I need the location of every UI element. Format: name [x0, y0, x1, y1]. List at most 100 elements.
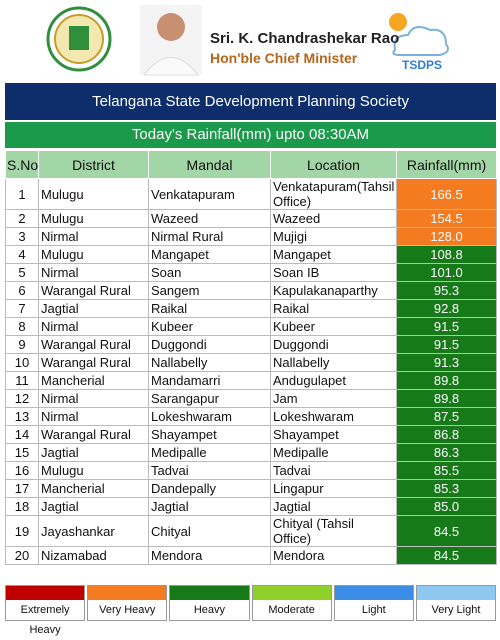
table-cell: 16 — [5, 461, 39, 480]
table-cell: Sangem — [148, 281, 271, 300]
table-cell: Duggondi — [270, 335, 397, 354]
table-cell: 101.0 — [396, 263, 497, 282]
cloud-icon — [392, 25, 449, 56]
legend-swatch — [6, 586, 85, 600]
table-cell: 166.5 — [396, 178, 497, 210]
portrait-face — [157, 13, 185, 41]
table-row: 6 Warangal Rural Sangem Kapulakanaparthy 95.… — [5, 281, 497, 300]
table-cell: 13 — [5, 407, 39, 426]
table-cell: 89.8 — [396, 389, 497, 408]
table-cell: Nirmal — [38, 389, 149, 408]
table-cell: 7 — [5, 299, 39, 318]
table-cell: Jagtial — [270, 497, 397, 516]
table-cell: 95.3 — [396, 281, 497, 300]
table-cell: Kapulakanaparthy — [270, 281, 397, 300]
table-cell: 86.3 — [396, 443, 497, 462]
table-cell: Lingapur — [270, 479, 397, 498]
table-cell: 14 — [5, 425, 39, 444]
table-row: 13 Nirmal Lokeshwaram Lokeshwaram 87.5 — [5, 407, 497, 426]
table-cell: Medipalle — [148, 443, 271, 462]
table-row: 11 Mancherial Mandamarri Andugulapet 89.8 — [5, 371, 497, 390]
legend-label: Extremely Heavy — [6, 600, 85, 636]
table-cell: 91.5 — [396, 317, 497, 336]
table-cell: Medipalle — [270, 443, 397, 462]
table-row: 10 Warangal Rural Nallabelly Nallabelly 91.3 — [5, 353, 497, 372]
table-cell: Jagtial — [148, 497, 271, 516]
table-row: 3 Nirmal Nirmal Rural Mujigi 128.0 — [5, 227, 497, 246]
legend-swatch — [416, 586, 496, 600]
table-cell: Wazeed — [148, 209, 271, 228]
table-cell: Duggondi — [148, 335, 271, 354]
cm-designation: Hon'ble Chief Minister — [210, 50, 358, 66]
legend-item: Moderate — [251, 585, 332, 621]
brand: TSDPS — [402, 58, 443, 72]
table-cell: 128.0 — [396, 227, 497, 246]
table-cell: Mulugu — [38, 245, 149, 264]
portrait-body — [142, 57, 200, 76]
table-row: 14 Warangal Rural Shayampet Shayampet 86.8 — [5, 425, 497, 444]
table-cell: Kubeer — [270, 317, 397, 336]
table-row: 8 Nirmal Kubeer Kubeer 91.5 — [5, 317, 497, 336]
legend: Extremely Heavy Very Heavy Heavy Moderate Li… — [5, 585, 497, 636]
column-header: Rainfall(mm) — [396, 150, 497, 179]
table-cell: Venkatapuram — [148, 178, 271, 210]
subtitle-banner: Today's Rainfall(mm) upto 08:30AM — [5, 122, 496, 148]
table-row: 7 Jagtial Raikal Raikal 92.8 — [5, 299, 497, 318]
table-cell: 108.8 — [396, 245, 497, 264]
table-row: 2 Mulugu Wazeed Wazeed 154.5 — [5, 209, 497, 228]
table-cell: Shayampet — [270, 425, 397, 444]
sun-icon — [389, 13, 407, 31]
table-cell: 12 — [5, 389, 39, 408]
table-cell: Mangapet — [148, 245, 271, 264]
organization-banner: Telangana State Development Planning Soc… — [5, 83, 496, 120]
table-row: 20 Nizamabad Mendora Mendora 84.5 — [5, 546, 497, 565]
table-cell: 19 — [5, 515, 39, 547]
table-cell: Warangal Rural — [38, 353, 149, 372]
table-cell: 5 — [5, 263, 39, 282]
cm-name: Sri. K. Chandrashekar Rao — [210, 30, 400, 47]
table-cell: Tadvai — [270, 461, 397, 480]
table-cell: Wazeed — [270, 209, 397, 228]
table-cell: 84.5 — [396, 515, 497, 547]
table-row: 18 Jagtial Jagtial Jagtial 85.0 — [5, 497, 497, 516]
legend-label: Very Light — [416, 600, 496, 620]
table-cell: 15 — [5, 443, 39, 462]
table-row: 9 Warangal Rural Duggondi Duggondi 91.5 — [5, 335, 497, 354]
table-cell: Soan IB — [270, 263, 397, 282]
table-cell: Warangal Rural — [38, 281, 149, 300]
table-cell: 8 — [5, 317, 39, 336]
legend-label: Light — [334, 600, 413, 620]
table-row: 4 Mulugu Mangapet Mangapet 108.8 — [5, 245, 497, 264]
table-cell: Dandepally — [148, 479, 271, 498]
table-cell: 17 — [5, 479, 39, 498]
table-cell: Sarangapur — [148, 389, 271, 408]
table-cell: 4 — [5, 245, 39, 264]
table-cell: 3 — [5, 227, 39, 246]
column-header: S.No — [5, 150, 39, 179]
table-cell: Mancherial — [38, 371, 149, 390]
table-cell: Nirmal — [38, 263, 149, 282]
table-cell: 87.5 — [396, 407, 497, 426]
table-cell: 6 — [5, 281, 39, 300]
table-row: 19 Jayashankar Chityal Chityal (Tahsil Offi… — [5, 515, 497, 547]
legend-item: Extremely Heavy — [5, 585, 86, 636]
table-cell: Jam — [270, 389, 397, 408]
column-header: Mandal — [148, 150, 271, 179]
table-row: 16 Mulugu Tadvai Tadvai 85.5 — [5, 461, 497, 480]
table-row: 12 Nirmal Sarangapur Jam 89.8 — [5, 389, 497, 408]
legend-item: Heavy — [169, 585, 250, 621]
table-cell: Nirmal — [38, 407, 149, 426]
table-cell: 9 — [5, 335, 39, 354]
table-cell: 1 — [5, 178, 39, 210]
legend-swatch — [88, 586, 167, 600]
table-cell: Soan — [148, 263, 271, 282]
table-cell: Mulugu — [38, 209, 149, 228]
table-cell: Lokeshwaram — [148, 407, 271, 426]
header-graphics — [46, 5, 449, 76]
table-cell: Mangapet — [270, 245, 397, 264]
table-cell: Venkatapuram(Tahsil Office) — [270, 178, 397, 210]
table-cell: Jagtial — [38, 299, 149, 318]
table-cell: 18 — [5, 497, 39, 516]
table-cell: Chityal (Tahsil Office) — [270, 515, 397, 547]
table-cell: Nirmal Rural — [148, 227, 271, 246]
